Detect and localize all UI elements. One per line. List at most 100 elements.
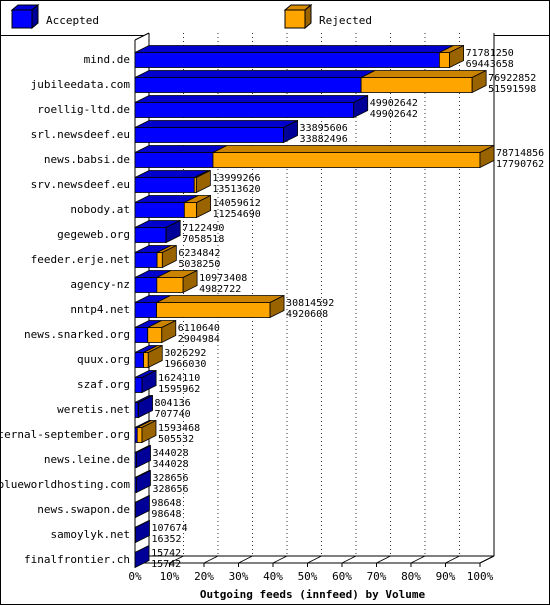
data-label-accepted: 49902642 — [370, 109, 418, 120]
data-label-offered: 7122490 — [182, 223, 224, 234]
data-label-accepted: 1595962 — [158, 384, 200, 395]
gridline-floor — [272, 555, 288, 564]
data-label-offered: 344028 — [153, 448, 189, 459]
legend-swatch-rejected — [284, 9, 306, 29]
data-label-accepted: 33882496 — [300, 134, 348, 145]
bar-accepted — [134, 177, 195, 193]
bar-accepted — [134, 52, 440, 68]
bar-rejected-top — [360, 70, 487, 78]
bar-side — [195, 169, 211, 194]
y-category-label: roellig-ltd.de — [37, 103, 130, 116]
data-label-offered: 10973408 — [199, 273, 247, 284]
bar-rejected — [183, 202, 198, 218]
data-label-accepted: 7058518 — [182, 234, 224, 245]
bar-accepted — [134, 102, 355, 118]
bar-side — [141, 419, 157, 444]
data-label-offered: 1593468 — [158, 423, 200, 434]
bar-accepted-top — [134, 45, 454, 53]
y-category-label: blueworldhosting.com — [0, 478, 130, 491]
x-tick-label: 60% — [332, 570, 352, 583]
data-label-accepted: 1966030 — [164, 359, 206, 370]
gridline-floor — [479, 555, 495, 564]
y-category-label: nobody.at — [70, 203, 130, 216]
bar-accepted — [134, 377, 143, 393]
x-tick-label: 30% — [229, 570, 249, 583]
bar-accepted — [134, 352, 145, 368]
y-category-label: nntp4.net — [70, 303, 130, 316]
bar-rejected — [212, 152, 481, 168]
x-tick-label: 70% — [367, 570, 387, 583]
gridline-floor — [203, 555, 219, 564]
bar-side — [353, 94, 369, 119]
data-label-offered: 107674 — [151, 523, 187, 534]
y-category-label: jubileedata.com — [31, 78, 131, 91]
bar-side — [269, 294, 285, 319]
gridline-floor — [445, 555, 460, 564]
data-label-accepted: 98648 — [151, 509, 181, 520]
data-label-offered: 76922852 — [488, 73, 536, 84]
data-label-accepted: 69443658 — [466, 59, 514, 70]
y-category-label: mind.de — [84, 53, 130, 66]
data-label-accepted: 11254690 — [213, 209, 261, 220]
bar-side — [136, 469, 151, 494]
gridline-floor — [238, 555, 253, 564]
y-axis-depth — [134, 32, 150, 41]
bar-side — [182, 269, 198, 294]
y-category-label: gegeweb.org — [57, 228, 130, 241]
gridline-floor — [376, 555, 391, 564]
bar-accepted-top — [134, 70, 376, 78]
bar-accepted — [134, 202, 185, 218]
bar-accepted — [134, 302, 157, 318]
bar-side — [135, 494, 150, 519]
gridline-floor — [169, 555, 184, 564]
gridline-floor — [410, 555, 426, 564]
y-category-label: news.swapon.de — [37, 503, 130, 516]
x-tick-label: 10% — [160, 570, 180, 583]
data-label-accepted: 344028 — [153, 459, 189, 470]
legend-label-accepted: Accepted — [46, 14, 99, 27]
bar-accepted — [134, 227, 167, 243]
gridline-floor — [307, 555, 322, 564]
y-category-label: finalfrontier.ch — [24, 553, 130, 566]
x-axis-label: Outgoing feeds (innfeed) by Volume — [200, 588, 426, 601]
bar-side — [147, 344, 163, 369]
y-category-label: quux.org — [77, 353, 130, 366]
x-tick-label: 20% — [194, 570, 214, 583]
bar-accepted — [134, 327, 149, 343]
data-label-accepted: 16352 — [151, 534, 181, 545]
data-label-offered: 1624110 — [158, 373, 200, 384]
y-category-label: srv.newsdeef.eu — [31, 178, 130, 191]
bar-side — [471, 69, 487, 94]
data-label-offered: 98648 — [151, 498, 181, 509]
data-label-offered: 15742 — [151, 548, 181, 559]
x-tick-label: 40% — [263, 570, 283, 583]
bar-rejected — [143, 352, 149, 368]
data-label-accepted: 4920608 — [286, 309, 328, 320]
bar-rejected — [136, 427, 143, 443]
data-label-accepted: 51591598 — [488, 84, 536, 95]
bar-accepted-top — [134, 120, 298, 128]
data-label-accepted: 17790762 — [496, 159, 544, 170]
bar-rejected — [360, 77, 473, 93]
y-category-label: news.babsi.de — [44, 153, 130, 166]
bar-accepted — [134, 127, 284, 143]
bar-rejected — [438, 52, 451, 68]
bar-side — [283, 119, 298, 144]
data-label-accepted: 2904984 — [178, 334, 220, 345]
bar-rejected — [147, 327, 163, 343]
data-label-accepted: 707740 — [155, 409, 191, 420]
data-label-offered: 49902642 — [370, 98, 418, 109]
data-label-accepted: 13513620 — [212, 184, 260, 195]
bar-rejected-top — [156, 295, 285, 303]
bar-accepted — [134, 402, 139, 418]
legend-swatch-accepted — [11, 9, 33, 29]
bar-accepted-top — [134, 145, 228, 153]
y-category-label: srl.newsdeef.eu — [31, 128, 130, 141]
bar-rejected — [156, 252, 163, 268]
bar-side — [141, 369, 157, 394]
data-label-offered: 33895606 — [300, 123, 348, 134]
data-label-offered: 6110640 — [178, 323, 220, 334]
bar-side — [138, 394, 153, 419]
